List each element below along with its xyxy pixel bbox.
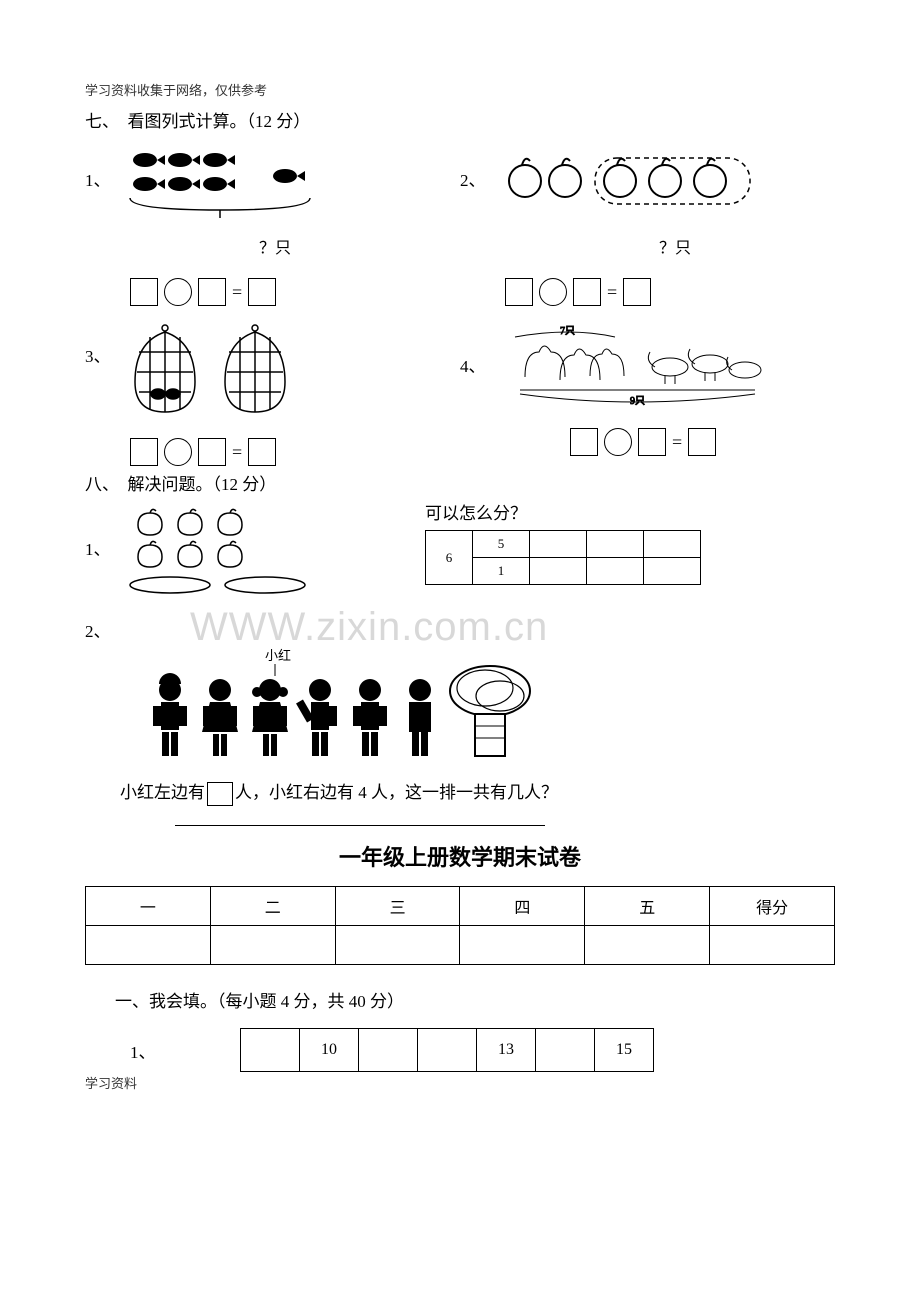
blank-square xyxy=(688,428,716,456)
s8-p2-image: 小红 xyxy=(135,648,835,778)
svg-text:小红: 小红 xyxy=(265,648,291,663)
blank-circle xyxy=(539,278,567,306)
equals-sign: = xyxy=(232,442,242,463)
division-label: 可以怎么分？ xyxy=(425,499,845,524)
blank-circle xyxy=(164,438,192,466)
prob2-image xyxy=(500,146,760,230)
blank-square xyxy=(130,438,158,466)
answer-line xyxy=(175,824,545,826)
blank-square xyxy=(248,438,276,466)
prob1-caption: ？只 xyxy=(125,234,425,258)
prob3-image xyxy=(125,322,325,432)
equals-sign: = xyxy=(232,282,242,303)
exam-s1-title: 一、我会填。（每小题 4 分，共 40 分） xyxy=(115,987,835,1012)
prob4-image: 7只 9只 xyxy=(500,322,770,422)
prob1-image xyxy=(125,146,325,230)
equals-sign: = xyxy=(672,432,682,453)
s8-p2-num: 2、 xyxy=(85,617,125,642)
blank-square xyxy=(248,278,276,306)
s8-p1-num: 1、 xyxy=(85,505,125,560)
blank-square xyxy=(573,278,601,306)
equals-sign: = xyxy=(607,282,617,303)
s8-p2-text-after: 人，小红右边有 4 人，这一排一共有几人？ xyxy=(235,783,558,802)
blank-circle xyxy=(604,428,632,456)
blank-square xyxy=(623,278,651,306)
blank-square xyxy=(198,438,226,466)
prob4-num: 4、 xyxy=(460,322,500,377)
division-table: 6 5 1 xyxy=(425,530,701,585)
exam-p1-num: 1、 xyxy=(130,1038,240,1063)
inline-blank xyxy=(207,782,233,806)
s8-p1-image xyxy=(125,505,325,605)
footer-note: 学习资料 xyxy=(85,1073,137,1092)
prob3-num: 3、 xyxy=(85,322,125,367)
s8-p2-text-before: 小红左边有 xyxy=(120,783,205,802)
prob2-caption: ？只 xyxy=(550,234,800,258)
exam-title: 一年级上册数学期末试卷 xyxy=(85,840,835,872)
prob1-num: 1、 xyxy=(85,146,125,191)
sequence-table: 10 13 15 xyxy=(240,1028,654,1072)
blank-circle xyxy=(164,278,192,306)
prob2-num: 2、 xyxy=(460,146,500,191)
blank-square xyxy=(505,278,533,306)
score-table: 一 二 三 四 五 得分 xyxy=(85,886,835,965)
section7-title: 七、 看图列式计算。（12 分） xyxy=(85,107,835,132)
section8-title: 八、 解决问题。（12 分） xyxy=(85,470,835,495)
blank-square xyxy=(130,278,158,306)
blank-square xyxy=(198,278,226,306)
header-note: 学习资料收集于网络，仅供参考 xyxy=(85,80,835,99)
division-left: 6 xyxy=(426,531,473,585)
blank-square xyxy=(638,428,666,456)
blank-square xyxy=(570,428,598,456)
